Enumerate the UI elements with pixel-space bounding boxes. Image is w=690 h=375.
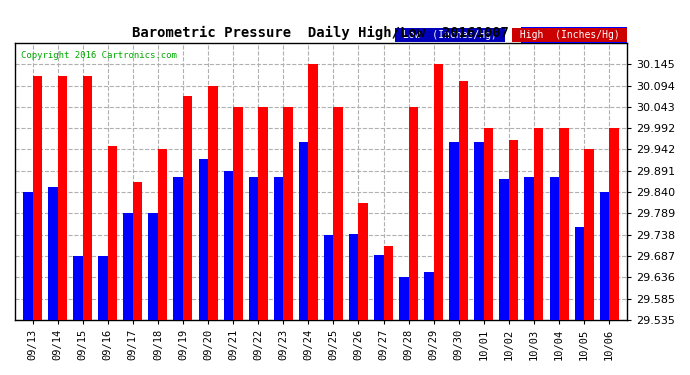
Bar [549,177,559,320]
Bar [374,255,384,320]
Bar [248,177,258,320]
Bar [408,107,418,320]
Bar [399,278,408,320]
Text: Low  (Inches/Hg): Low (Inches/Hg) [524,30,624,40]
Bar [333,107,343,320]
Bar [58,76,67,320]
Text: High  (Inches/Hg): High (Inches/Hg) [513,30,625,40]
Bar [509,140,518,320]
Bar [258,107,268,320]
Bar [183,96,193,320]
Bar [559,128,569,320]
Bar [73,256,83,320]
Bar [609,128,619,320]
Bar [474,142,484,320]
Bar [600,192,609,320]
Bar [308,64,318,320]
Text: Low  (Inches/Hg): Low (Inches/Hg) [397,30,503,40]
Bar [434,64,443,320]
Bar [48,187,58,320]
Bar [500,180,509,320]
Bar [284,107,293,320]
Bar [534,128,544,320]
Bar [324,235,333,320]
Bar [274,177,284,320]
Bar [148,213,158,320]
Bar [584,149,593,320]
Bar [224,171,233,320]
Bar [459,81,469,320]
Bar [32,76,42,320]
Bar [349,234,359,320]
Text: Copyright 2016 Cartronics.com: Copyright 2016 Cartronics.com [21,51,177,60]
Bar [98,256,108,320]
Bar [575,227,584,320]
Bar [208,86,217,320]
Bar [199,159,208,320]
Bar [359,203,368,320]
Bar [384,246,393,320]
Bar [23,192,32,320]
Bar [484,128,493,320]
Bar [173,177,183,320]
Bar [233,107,243,320]
Bar [108,146,117,320]
Bar [124,213,133,320]
Bar [524,177,534,320]
Bar [83,76,92,320]
Bar [299,142,308,320]
Bar [449,142,459,320]
Bar [158,149,168,320]
Bar [424,272,434,320]
Title: Barometric Pressure  Daily High/Low  20161007: Barometric Pressure Daily High/Low 20161… [132,26,509,40]
Bar [133,182,142,320]
